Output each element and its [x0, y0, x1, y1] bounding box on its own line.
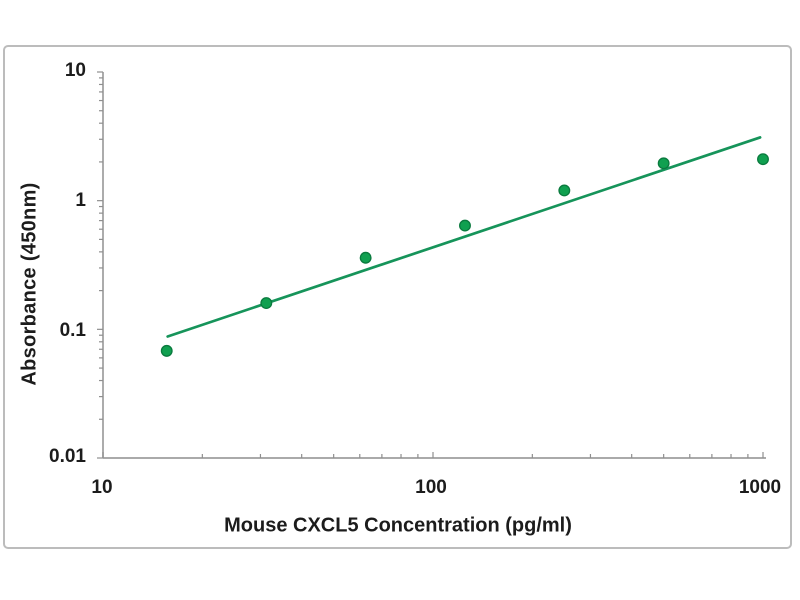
- y-axis-title: Absorbance (450nm): [18, 182, 41, 386]
- chart-frame: [3, 45, 792, 549]
- data-point: [160, 344, 173, 357]
- data-point: [359, 251, 372, 264]
- y-tick-label-1: 1: [75, 190, 86, 211]
- trend-line: [166, 136, 762, 338]
- x-tick-label-1000: 1000: [738, 477, 782, 498]
- data-point: [657, 157, 670, 170]
- data-point: [260, 297, 273, 310]
- data-point: [757, 153, 769, 166]
- x-tick-label-10: 10: [91, 477, 113, 498]
- data-point: [459, 219, 471, 232]
- x-tick-label-100: 100: [415, 477, 447, 498]
- y-tick-label-0-1: 0.1: [59, 320, 86, 341]
- data-point: [558, 184, 571, 197]
- x-axis-title: Mouse CXCL5 Concentration (pg/ml): [224, 514, 572, 537]
- y-tick-label-10: 10: [64, 60, 86, 81]
- y-tick-label-0-01: 0.01: [49, 446, 86, 467]
